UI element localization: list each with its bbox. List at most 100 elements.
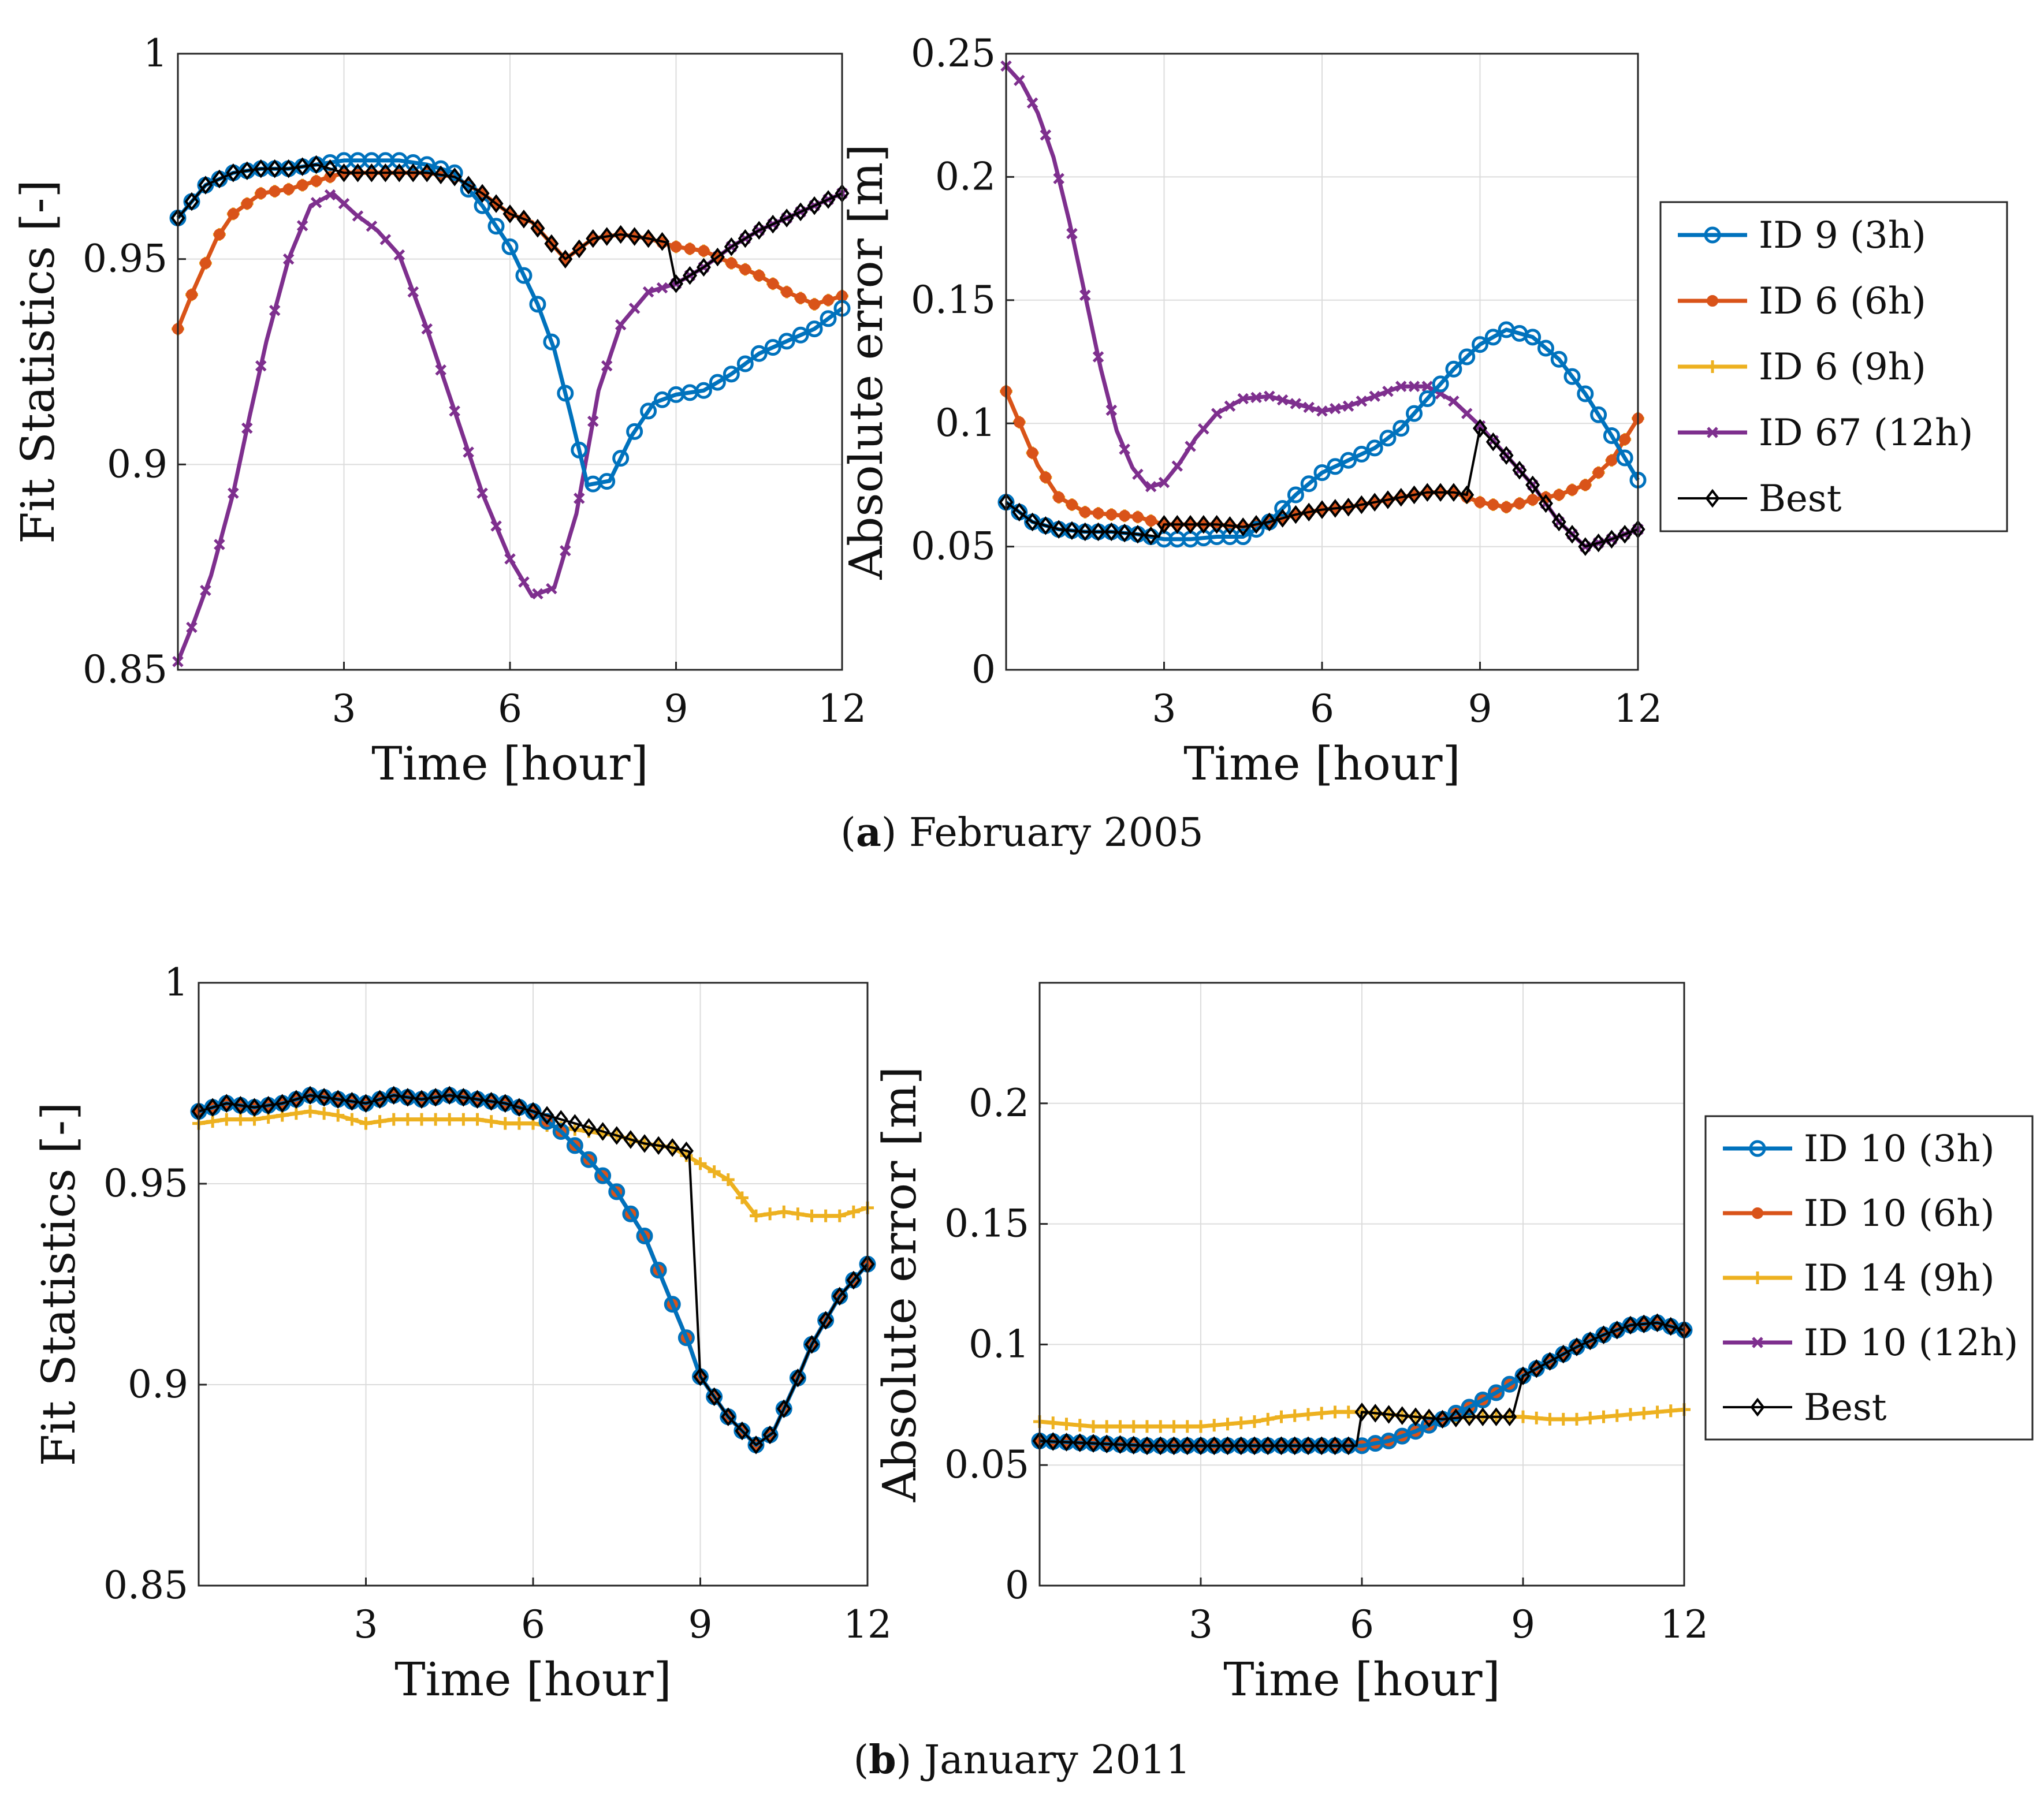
y-tick-label: 0.9	[128, 1362, 188, 1407]
x-tick-label: 12	[1614, 687, 1662, 731]
data-point	[781, 287, 792, 297]
figure: 3 6 9 12 0.85 0.9 0.95 1 Time [hour] Fit Statisti…	[0, 0, 2044, 1816]
legend-label: ID 6 (6h)	[1759, 280, 1926, 323]
data-point	[297, 180, 308, 191]
y-tick-label: 0.1	[969, 1322, 1029, 1366]
y-axis-label: Absolute error [m]	[873, 1067, 926, 1502]
data-point	[256, 188, 266, 199]
data-point	[1027, 448, 1038, 458]
x-tick-label: 9	[688, 1602, 713, 1647]
data-point	[671, 241, 682, 252]
data-point	[795, 293, 806, 303]
caption-a: (a) February 2005	[0, 810, 2044, 856]
legend-label: ID 10 (6h)	[1804, 1192, 1995, 1235]
x-tick-label: 3	[332, 687, 356, 731]
x-tick-label: 12	[818, 687, 866, 731]
data-point	[187, 289, 197, 300]
data-point	[1580, 480, 1591, 490]
data-point	[1133, 512, 1143, 522]
data-point	[200, 258, 211, 269]
y-tick-label: 0	[971, 647, 996, 692]
y-tick-label: 0.25	[911, 31, 996, 76]
y-tick-label: 0.9	[107, 442, 167, 486]
data-point	[1106, 509, 1116, 520]
legend-label: ID 9 (3h)	[1759, 214, 1926, 257]
data-point	[270, 186, 280, 196]
x-tick-label: 6	[498, 687, 522, 731]
caption-b-letter: b	[869, 1737, 896, 1783]
data-point	[698, 245, 709, 256]
data-point	[1053, 492, 1064, 502]
y-tick-label: 0.85	[83, 647, 167, 692]
data-point	[242, 199, 252, 209]
data-point	[740, 264, 750, 274]
legend-label: ID 10 (3h)	[1804, 1128, 1995, 1170]
data-point	[809, 299, 820, 309]
data-point	[726, 258, 736, 269]
data-point	[1146, 516, 1156, 526]
x-tick-label: 9	[1468, 687, 1492, 731]
data-point	[1475, 497, 1485, 508]
data-point	[1593, 468, 1604, 478]
legend-label: Best	[1804, 1386, 1887, 1429]
x-tick-label: 3	[1189, 1602, 1213, 1647]
data-point	[1067, 499, 1077, 510]
y-axis-label: Fit Statistics [-]	[32, 1102, 85, 1467]
y-tick-label: 0.15	[911, 278, 996, 322]
data-point	[823, 295, 833, 305]
y-tick-label: 1	[143, 31, 167, 76]
x-tick-label: 12	[843, 1602, 892, 1647]
x-axis-label: Time [hour]	[394, 1653, 671, 1706]
legend-swatch-marker	[1752, 1208, 1763, 1218]
x-tick-label: 12	[1660, 1602, 1708, 1647]
y-tick-label: 0.1	[935, 401, 996, 445]
legend-label: ID 6 (9h)	[1759, 346, 1926, 389]
chart-b_fit: 3 6 9 12 0.85 0.9 0.95 1 Time [hour] Fit Statisti…	[32, 960, 892, 1706]
caption-b: (b) January 2011	[0, 1737, 2044, 1783]
y-tick-label: 0	[1005, 1563, 1029, 1608]
y-axis-label: Fit Statistics [-]	[11, 180, 65, 544]
x-tick-label: 6	[1350, 1602, 1374, 1647]
data-point	[1080, 507, 1090, 517]
data-point	[1014, 417, 1025, 427]
y-tick-label: 0.15	[944, 1202, 1029, 1246]
data-point	[284, 184, 294, 195]
legend-label: Best	[1759, 478, 1842, 520]
y-tick-label: 0.2	[969, 1081, 1029, 1125]
data-point	[768, 278, 778, 289]
y-tick-label: 0.2	[935, 154, 996, 199]
y-tick-label: 1	[164, 960, 188, 1005]
data-point	[1554, 490, 1564, 500]
y-tick-label: 0.95	[83, 237, 167, 281]
y-axis-label: Absolute error [m]	[839, 144, 893, 580]
y-tick-label: 0.05	[944, 1442, 1029, 1487]
data-point	[1606, 455, 1617, 465]
x-axis-label: Time [hour]	[1183, 737, 1460, 790]
data-point	[1488, 499, 1498, 510]
x-tick-label: 9	[1511, 1602, 1535, 1647]
x-tick-label: 3	[354, 1602, 378, 1647]
data-point	[1567, 484, 1577, 495]
y-tick-label: 0.85	[103, 1563, 188, 1608]
x-tick-label: 6	[1310, 687, 1334, 731]
x-tick-label: 9	[664, 687, 688, 731]
data-point	[1528, 495, 1538, 505]
legend-label: ID 14 (9h)	[1804, 1257, 1995, 1300]
data-point	[214, 229, 225, 240]
data-point	[311, 176, 322, 187]
data-point	[228, 208, 239, 219]
legend: ID 9 (3h) ID 6 (6h) ID 6 (9h) ID 67 (12h) Be…	[1660, 202, 2007, 531]
data-point	[1501, 502, 1511, 512]
x-axis-label: Time [hour]	[371, 737, 648, 790]
legend-label: ID 10 (12h)	[1804, 1322, 2018, 1364]
chart-a_err: 3691200.050.10.150.20.25Time [hour]Absol…	[839, 31, 2007, 790]
legend-label: ID 67 (12h)	[1759, 412, 1973, 454]
data-point	[1619, 434, 1630, 445]
legend: ID 10 (3h) ID 10 (6h) ID 14 (9h) ID 10 (12h…	[1706, 1116, 2032, 1440]
y-tick-label: 0.95	[103, 1161, 188, 1206]
chart-b_err: 3691200.050.10.150.2Time [hour]Absolute …	[873, 983, 2032, 1706]
chart-a_fit: 3 6 9 12 0.85 0.9 0.95 1 Time [hour] Fit Statisti…	[11, 31, 866, 790]
y-tick-label: 0.05	[911, 524, 996, 569]
data-point	[1040, 472, 1051, 483]
x-tick-label: 6	[521, 1602, 545, 1647]
